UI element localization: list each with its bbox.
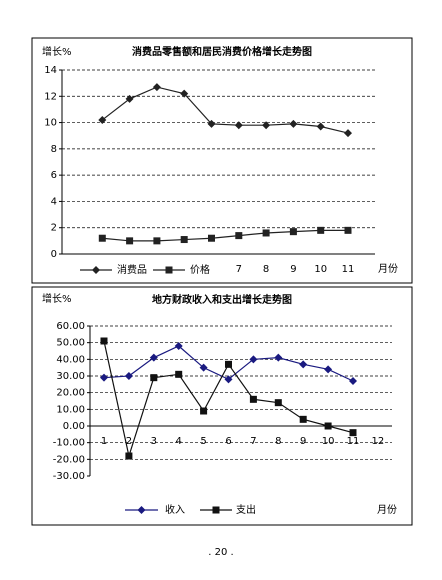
marker bbox=[249, 395, 257, 403]
x-tick-label: 9 bbox=[290, 264, 296, 275]
marker bbox=[274, 353, 283, 362]
marker bbox=[262, 121, 271, 130]
x-axis-label: 月份 bbox=[377, 504, 397, 516]
y-tick-label: 60.00 bbox=[56, 321, 85, 332]
chart-title: 消费品零售额和居民消费价格增长走势图 bbox=[132, 45, 312, 58]
marker bbox=[100, 373, 108, 382]
marker bbox=[349, 377, 357, 385]
x-tick-label: 4 bbox=[176, 436, 182, 447]
legend-marker bbox=[137, 506, 146, 514]
marker bbox=[149, 353, 158, 362]
marker bbox=[180, 236, 188, 244]
x-tick-label: 9 bbox=[300, 436, 306, 447]
marker bbox=[344, 129, 352, 138]
marker bbox=[98, 234, 106, 242]
x-axis-label: 月份 bbox=[378, 263, 398, 275]
marker bbox=[200, 407, 208, 415]
marker bbox=[224, 375, 233, 384]
y-tick-label: 0 bbox=[51, 249, 57, 260]
y-tick-label: 0.00 bbox=[63, 421, 85, 432]
x-tick-label: 10 bbox=[322, 436, 335, 447]
marker bbox=[126, 237, 134, 245]
x-tick-label: 12 bbox=[372, 436, 385, 447]
marker bbox=[289, 119, 298, 128]
legend-marker bbox=[165, 266, 173, 274]
y-tick-label: 50.00 bbox=[56, 338, 85, 349]
marker bbox=[174, 342, 183, 350]
y-tick-label: 30.00 bbox=[56, 371, 85, 382]
legend-marker bbox=[92, 266, 100, 274]
marker bbox=[299, 415, 307, 423]
y-tick-label: 2 bbox=[51, 223, 57, 234]
marker bbox=[235, 232, 243, 240]
y-tick-label: -30.00 bbox=[53, 471, 85, 482]
y-tick-label: -10.00 bbox=[53, 438, 85, 449]
chart-title: 地方财政收入和支出增长走势图 bbox=[152, 293, 292, 306]
y-tick-label: -20.00 bbox=[53, 454, 85, 465]
marker bbox=[125, 452, 133, 460]
marker bbox=[100, 337, 108, 345]
y-tick-label: 6 bbox=[51, 170, 57, 181]
x-tick-label: 8 bbox=[275, 436, 281, 447]
marker bbox=[316, 122, 325, 131]
legend-label: 消费品 bbox=[117, 263, 147, 276]
marker bbox=[344, 226, 352, 234]
marker bbox=[153, 237, 161, 245]
legend-label: 支出 bbox=[236, 503, 256, 516]
marker bbox=[175, 370, 183, 378]
marker bbox=[274, 399, 282, 407]
legend-label: 价格 bbox=[190, 263, 210, 276]
marker bbox=[262, 229, 270, 237]
marker bbox=[208, 234, 215, 242]
series-line bbox=[102, 229, 348, 242]
marker bbox=[324, 422, 332, 430]
x-tick-label: 5 bbox=[200, 436, 206, 447]
marker bbox=[152, 83, 161, 92]
y-axis-label: 增长% bbox=[42, 45, 72, 58]
marker bbox=[98, 115, 107, 124]
chart-frame bbox=[31, 286, 413, 526]
y-tick-label: 12 bbox=[44, 91, 57, 102]
marker bbox=[124, 372, 133, 380]
y-tick-label: 4 bbox=[51, 196, 57, 207]
marker bbox=[225, 360, 232, 368]
y-tick-label: 20.00 bbox=[56, 388, 85, 399]
y-axis-label: 增长% bbox=[42, 292, 72, 305]
chart-frame bbox=[31, 37, 413, 284]
marker bbox=[125, 94, 134, 103]
x-tick-label: 11 bbox=[342, 264, 355, 275]
y-tick-label: 10.00 bbox=[56, 404, 85, 415]
x-tick-label: 7 bbox=[250, 436, 256, 447]
y-tick-label: 40.00 bbox=[56, 354, 85, 365]
x-tick-label: 3 bbox=[151, 436, 157, 447]
marker bbox=[180, 89, 189, 98]
marker bbox=[199, 363, 208, 372]
y-tick-label: 10 bbox=[44, 118, 57, 129]
marker bbox=[249, 355, 258, 364]
x-tick-label: 2 bbox=[126, 436, 132, 447]
marker bbox=[207, 119, 216, 128]
y-tick-label: 8 bbox=[51, 144, 57, 155]
legend-label: 收入 bbox=[165, 503, 185, 516]
legend-marker bbox=[212, 506, 220, 514]
marker bbox=[289, 228, 297, 236]
x-tick-label: 10 bbox=[314, 264, 327, 275]
marker bbox=[299, 360, 308, 369]
x-tick-label: 11 bbox=[347, 436, 360, 447]
marker bbox=[349, 429, 357, 437]
marker bbox=[150, 374, 158, 382]
series-line bbox=[101, 86, 349, 134]
x-tick-label: 6 bbox=[225, 436, 231, 447]
marker bbox=[317, 226, 325, 234]
page-number: . 20 . bbox=[208, 547, 233, 558]
marker bbox=[324, 365, 333, 374]
marker bbox=[234, 121, 243, 130]
y-tick-label: 14 bbox=[44, 65, 57, 76]
x-tick-label: 1 bbox=[101, 436, 107, 447]
x-tick-label: 8 bbox=[263, 264, 269, 275]
x-tick-label: 7 bbox=[236, 264, 242, 275]
